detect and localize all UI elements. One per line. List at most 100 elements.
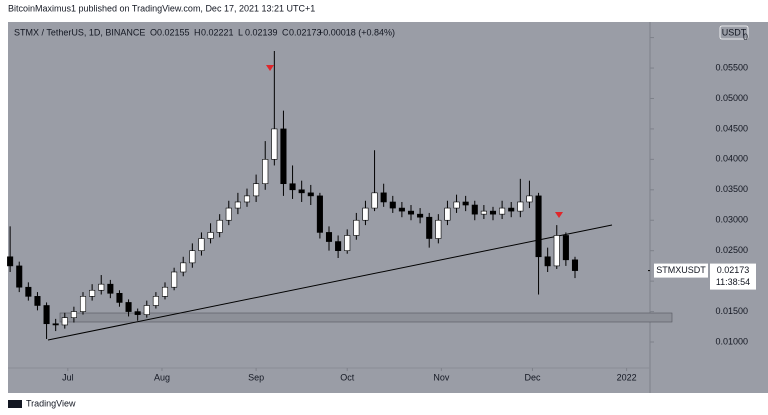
candle-body — [89, 289, 96, 297]
x-tick-label: Aug — [154, 372, 170, 382]
candle-body — [462, 201, 469, 206]
candle-body — [307, 192, 314, 197]
candle-body — [489, 210, 497, 215]
candle-body — [134, 311, 141, 315]
candle-body — [353, 219, 360, 236]
y-tick-label: 0.02500 — [715, 245, 748, 255]
candle-body — [417, 213, 424, 218]
candle-body — [362, 207, 369, 221]
candle-body — [553, 235, 560, 267]
candle-body — [571, 259, 579, 271]
publish-line: BitcoinMaximus1 published on TradingView… — [8, 3, 315, 13]
ohlc-value: 0.02155 — [157, 27, 190, 37]
ohlc-label: H — [194, 27, 201, 37]
ohlc-label: O — [150, 27, 157, 37]
candle-body — [180, 262, 187, 273]
candle-body — [398, 207, 405, 212]
symbol-tag — [654, 263, 708, 278]
symbol: STMXUSDT — [656, 265, 706, 275]
x-tick-label: Jul — [62, 372, 74, 382]
candle-body — [171, 271, 178, 288]
x-tick-label: Dec — [524, 372, 541, 382]
y-tick-label: 0 — [743, 32, 748, 42]
candle-body — [407, 210, 415, 215]
candle-body — [61, 317, 68, 326]
candle-body — [471, 204, 478, 215]
candle-body — [189, 250, 196, 264]
candle-body — [243, 195, 251, 203]
candle-body — [435, 219, 442, 239]
candle-body — [535, 195, 542, 258]
candle-body — [152, 296, 159, 306]
chart-panel — [8, 22, 768, 393]
top-marker — [266, 65, 274, 71]
candle-body — [371, 192, 378, 209]
candle-body — [517, 201, 524, 212]
candle-body — [79, 296, 87, 312]
ohlc-label: C — [282, 27, 289, 37]
currency: USDT — [722, 27, 747, 37]
candle-body — [262, 159, 269, 185]
y-tick-label: 0.04000 — [715, 154, 748, 164]
candle-body — [43, 305, 50, 325]
y-tick-label: 0.05000 — [715, 93, 748, 103]
y-tick-label: 0.05500 — [715, 62, 748, 72]
candle-body — [34, 296, 41, 306]
candle-body — [562, 235, 569, 261]
y-tick-label: 0.01500 — [715, 306, 748, 316]
candle-body — [16, 265, 23, 288]
x-tick-label: Nov — [433, 372, 450, 382]
top-marker — [555, 212, 563, 218]
candle-body — [499, 207, 506, 215]
legend-title: STMX / TetherUS, 1D, BINANCE — [14, 27, 145, 37]
ohlc-change: +0.00018 (+0.84%) — [318, 27, 395, 37]
support-zone — [59, 312, 673, 323]
candle-body — [480, 210, 487, 215]
candle-body — [143, 305, 150, 315]
ohlc-value: 0.02221 — [201, 27, 234, 37]
currency-box — [719, 25, 749, 40]
candle-body — [453, 201, 460, 209]
candle-body — [426, 216, 433, 239]
y-tick-label: 0.03500 — [715, 184, 748, 194]
candle-body — [280, 128, 287, 185]
ohlc-value: 0.02173 — [289, 27, 322, 37]
candle-body — [225, 207, 232, 221]
ohlc-label: L — [238, 27, 243, 37]
candle-body — [161, 286, 169, 297]
y-tick-label: 0.04500 — [715, 123, 748, 133]
candle-body — [526, 195, 533, 203]
candle-body — [52, 323, 59, 326]
last-price: 0.02173 — [717, 265, 750, 275]
candle-body — [98, 283, 105, 291]
candle-body — [298, 189, 305, 194]
logo — [8, 400, 22, 408]
candle-body — [335, 241, 342, 251]
candle-body — [207, 232, 214, 239]
candle-body — [289, 183, 296, 191]
footer-brand: TradingView — [26, 398, 76, 408]
candle-body — [271, 128, 278, 160]
candle-body — [70, 311, 77, 318]
x-tick-label: 2022 — [617, 372, 637, 382]
ohlc-value: 0.02139 — [245, 27, 278, 37]
candle-body — [216, 219, 223, 233]
candle-body — [25, 286, 32, 297]
candle-body — [116, 293, 123, 303]
candle-body — [325, 232, 333, 242]
candle-body — [544, 256, 551, 267]
y-tick-label: 0.01000 — [715, 336, 748, 346]
candle-body — [198, 238, 205, 251]
countdown: 11:38:54 — [716, 277, 750, 287]
candle-body — [253, 183, 260, 197]
candle-body — [380, 192, 387, 203]
trendline — [47, 224, 613, 341]
candle-body — [125, 302, 132, 312]
candle-body — [316, 195, 323, 233]
x-tick-label: Oct — [340, 372, 355, 382]
candle-body — [7, 256, 14, 267]
candle-body — [508, 207, 515, 212]
footer: TradingView — [8, 398, 76, 408]
candle-body — [444, 207, 451, 221]
